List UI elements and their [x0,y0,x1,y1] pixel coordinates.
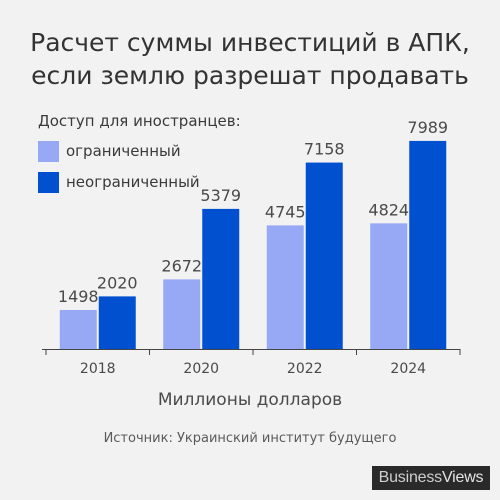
bar [202,208,240,349]
source-note: Источник: Украинский институт будущего [103,431,397,446]
legend-label-restricted: ограниченный [66,142,181,160]
bar-value-label: 5379 [200,186,241,205]
legend-swatch-restricted [38,140,59,162]
logo-text-views: Views [441,469,484,486]
bar-value-label: 4824 [368,200,409,219]
legend-item-restricted: ограниченный [38,140,181,162]
bar-value-label: 1498 [58,287,99,306]
x-tick-label: 2022 [287,361,323,377]
bar-value-label: 4745 [265,202,306,221]
logo-text-business: Business [378,469,443,486]
x-tick-label: 2024 [390,361,426,377]
chart-title: Расчет суммы инвестиций в АПК, если земл… [0,26,500,92]
x-axis-title: Миллионы долларов [157,390,343,410]
bar [305,162,343,349]
bar-value-label: 2020 [97,273,138,292]
bar [266,225,304,349]
x-tick-label: 2018 [80,361,116,377]
x-tick-label: 2020 [183,361,219,377]
bar [163,279,201,349]
chart-title-line-1: Расчет суммы инвестиций в АПК, [30,28,470,57]
bar [98,296,136,349]
legend-swatch-unrestricted [38,171,59,193]
bar [370,223,408,349]
bar-value-label: 2672 [161,256,202,275]
bar [409,140,447,349]
chart-title-line-2: если землю разрешат продавать [31,61,469,90]
legend-label-unrestricted: неограниченный [66,173,200,191]
legend-title: Доступ для иностранцев: [38,112,241,130]
bar-value-label: 7989 [407,118,448,137]
bar-value-label: 7158 [304,140,345,159]
businessviews-logo: Business Views [372,466,490,490]
bar [59,309,97,349]
legend-item-unrestricted: неограниченный [38,171,200,193]
